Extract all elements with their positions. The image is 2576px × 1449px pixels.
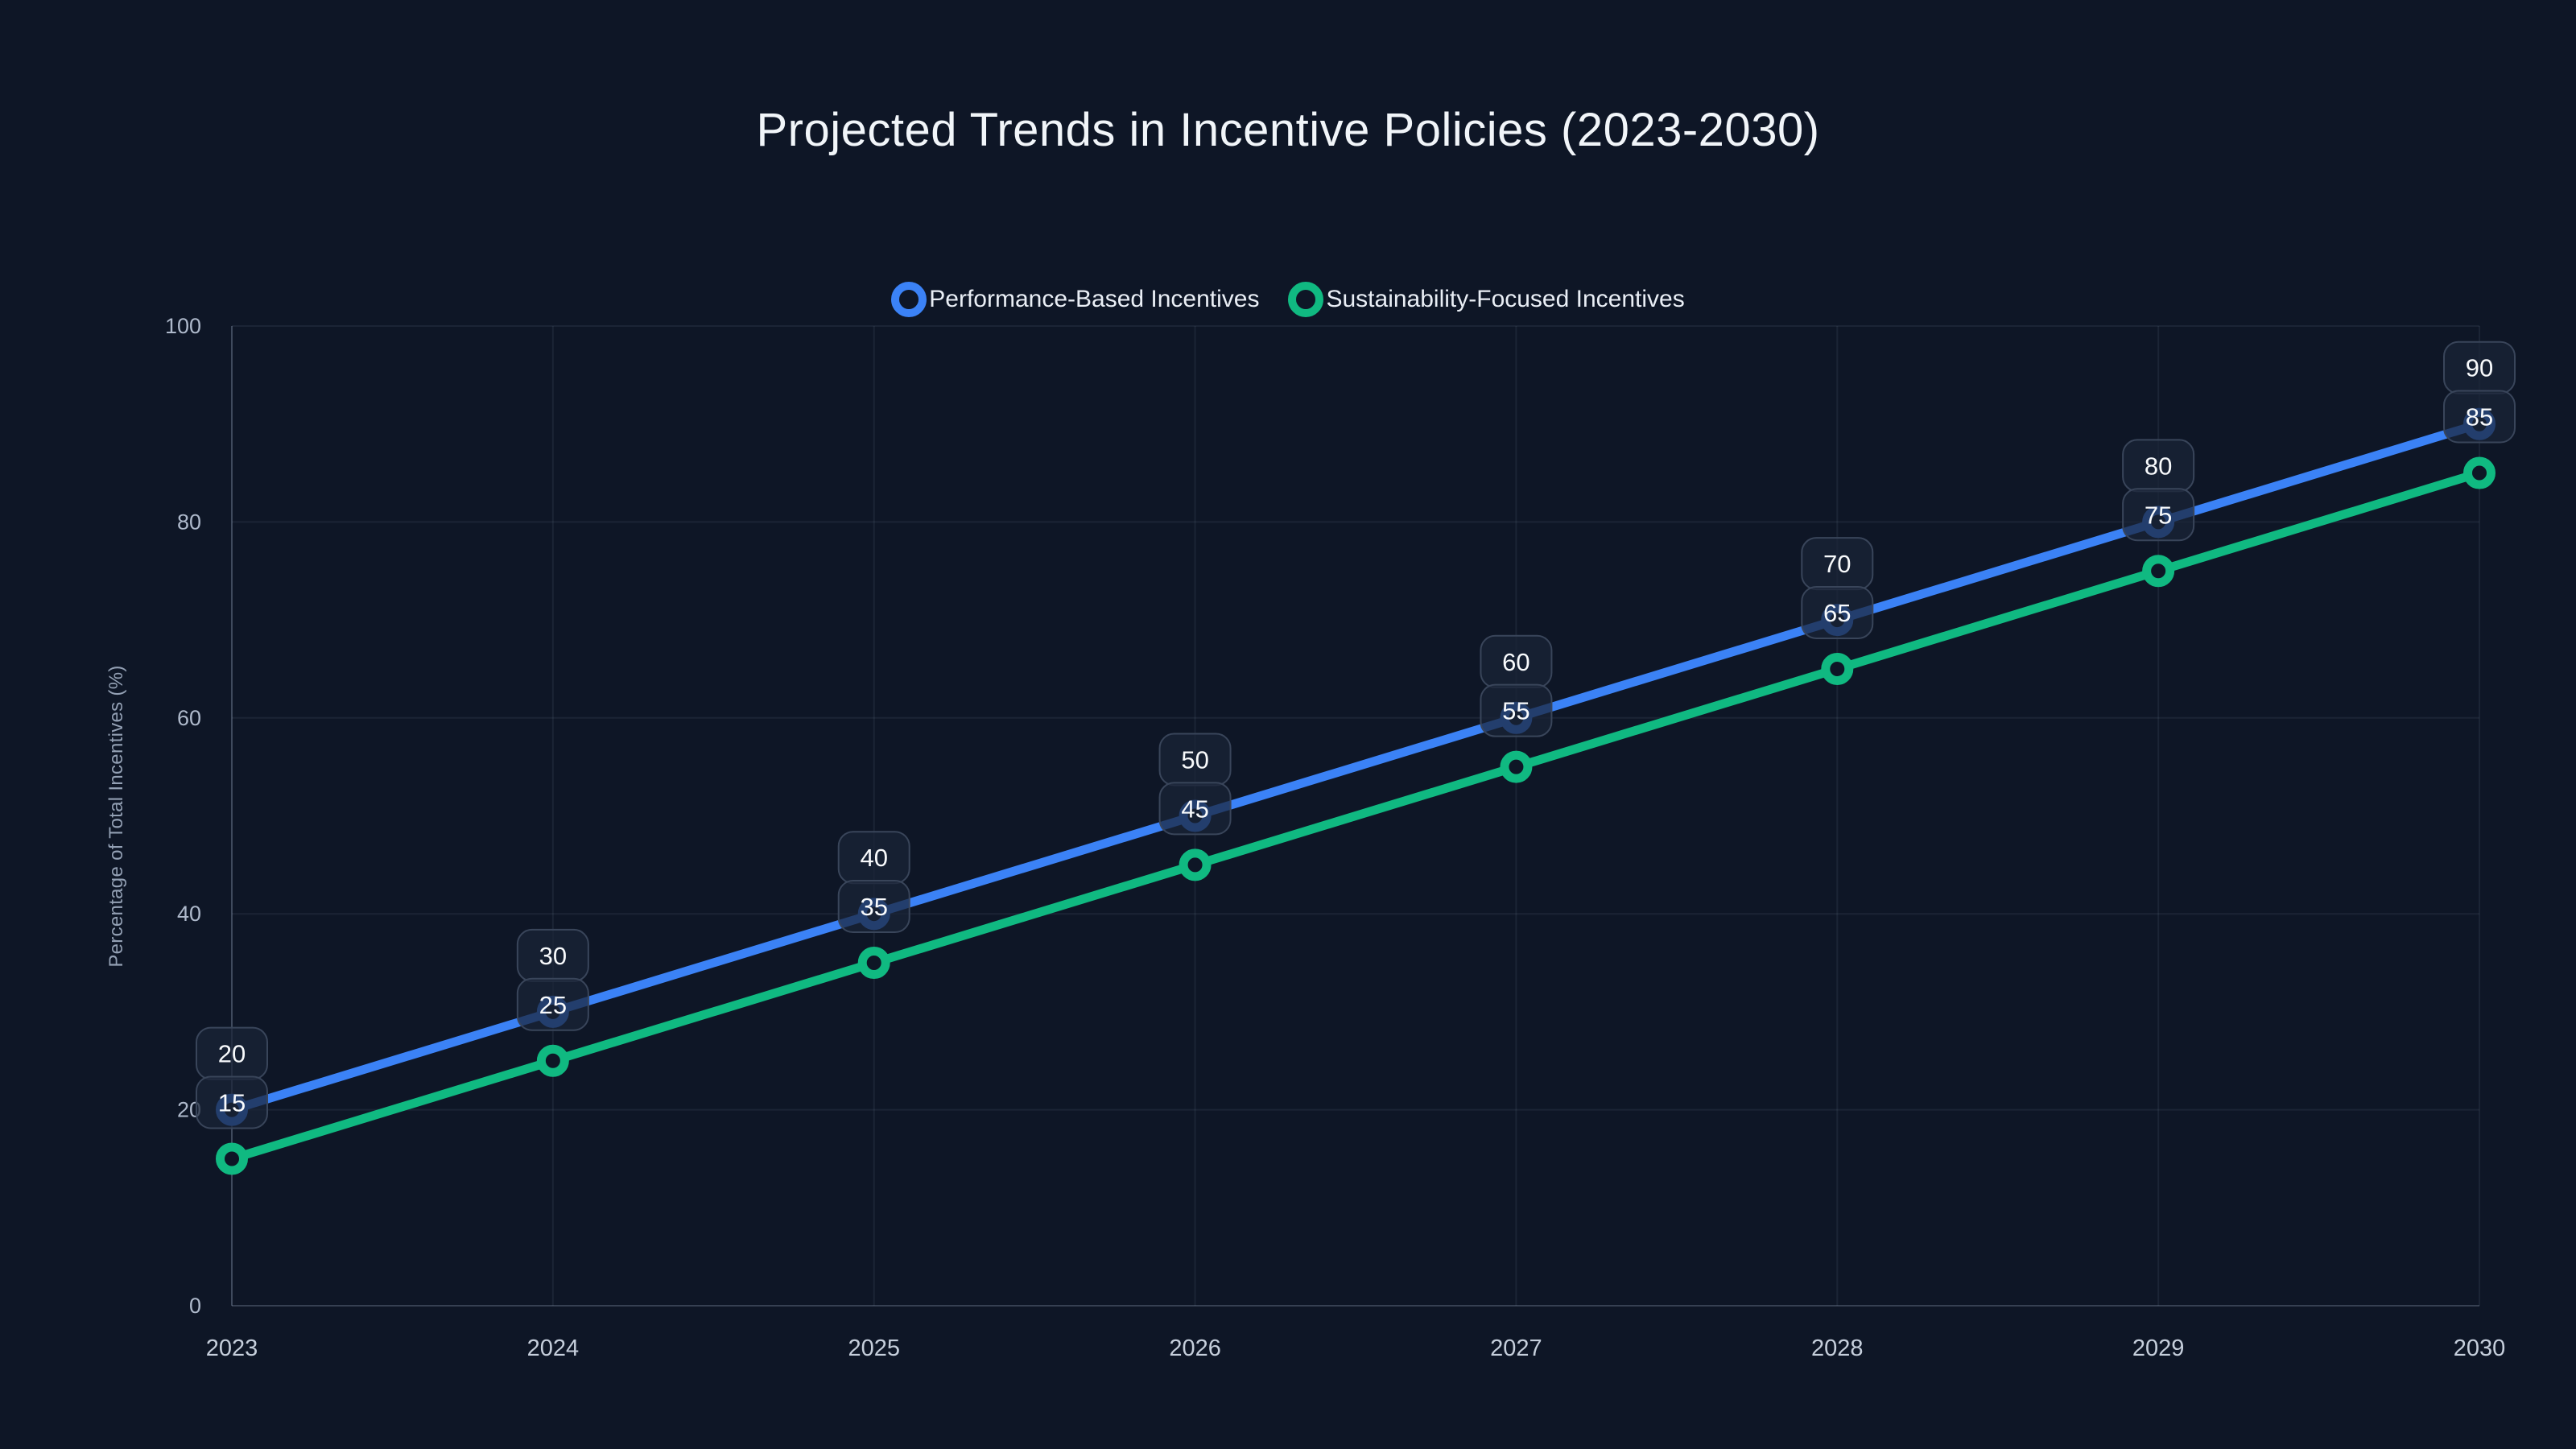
legend-ring-icon <box>891 282 927 317</box>
y-tick-label: 80 <box>177 510 201 534</box>
point-label-badge: 80 <box>2122 439 2195 493</box>
legend-label: Performance-Based Incentives <box>929 286 1260 312</box>
badge-value: 70 <box>1823 550 1851 578</box>
point-label-badge: 55 <box>1480 683 1553 737</box>
badge-background <box>1801 585 1874 639</box>
badge-value: 15 <box>218 1088 246 1117</box>
badge-background <box>1158 782 1232 836</box>
point-label-badge: 75 <box>2122 488 2195 542</box>
legend-item-sustainability[interactable]: Sustainability-Focused Incentives <box>1288 282 1685 317</box>
data-point-marker[interactable] <box>2463 456 2496 489</box>
y-tick-label: 0 <box>189 1294 201 1318</box>
data-point-marker[interactable] <box>536 1044 569 1077</box>
point-label-badge: 40 <box>837 831 910 885</box>
badge-background <box>837 880 910 934</box>
x-tick-label: 2028 <box>1811 1335 1864 1361</box>
data-point-marker[interactable] <box>2142 555 2175 588</box>
badge-background <box>2122 488 2195 542</box>
badge-value: 45 <box>1181 795 1208 823</box>
y-tick-label: 40 <box>177 902 201 926</box>
point-label-badge: 65 <box>1801 585 1874 639</box>
point-label-badge: 25 <box>516 977 589 1031</box>
data-point-marker[interactable] <box>216 1142 248 1175</box>
series-line <box>227 469 2484 1163</box>
legend: Performance-Based Incentives Sustainabil… <box>0 282 2576 317</box>
badge-value: 60 <box>1502 648 1530 676</box>
point-label-badge: 30 <box>516 928 589 982</box>
point-label-badge: 20 <box>196 1026 268 1080</box>
chart-title: Projected Trends in Incentive Policies (… <box>756 104 1820 156</box>
badge-background <box>196 1075 268 1129</box>
badge-value: 50 <box>1181 746 1208 774</box>
point-label-badge: 60 <box>1480 634 1553 688</box>
point-label-badge: 35 <box>837 880 910 934</box>
point-label-badge: 90 <box>2443 341 2516 394</box>
point-label-badge: 85 <box>2443 390 2516 444</box>
badge-value: 55 <box>1502 697 1530 725</box>
x-tick-label: 2023 <box>206 1335 258 1361</box>
x-tick-label: 2026 <box>1169 1335 1221 1361</box>
x-tick-label: 2025 <box>848 1335 900 1361</box>
badge-background <box>2443 390 2516 444</box>
data-point-marker[interactable] <box>1179 848 1212 881</box>
x-tick-label: 2027 <box>1490 1335 1542 1361</box>
point-label-badge: 70 <box>1801 537 1874 591</box>
data-point-marker[interactable] <box>1821 652 1854 685</box>
badge-value: 85 <box>2466 403 2493 431</box>
point-label-badge: 15 <box>196 1075 268 1129</box>
y-tick-label: 100 <box>165 314 201 338</box>
legend-ring-icon <box>1288 282 1324 317</box>
grid <box>231 325 2480 1306</box>
badge-value: 80 <box>2145 452 2172 480</box>
series-line <box>227 419 2484 1115</box>
badge-value: 90 <box>2466 354 2493 382</box>
y-tick-label: 60 <box>177 706 201 730</box>
badge-value: 35 <box>860 893 887 921</box>
point-label-badge: 50 <box>1158 733 1232 786</box>
badge-value: 20 <box>218 1040 246 1068</box>
x-tick-label: 2029 <box>2132 1335 2185 1361</box>
data-point-marker[interactable] <box>857 947 890 980</box>
badge-value: 40 <box>860 844 887 872</box>
x-tick-label: 2024 <box>527 1335 580 1361</box>
badge-value: 65 <box>1823 599 1851 627</box>
point-label-badge: 45 <box>1158 782 1232 836</box>
badge-background <box>516 977 589 1031</box>
badge-value: 75 <box>2145 501 2172 529</box>
legend-label: Sustainability-Focused Incentives <box>1326 286 1685 312</box>
badge-value: 30 <box>539 942 567 970</box>
badge-value: 25 <box>539 991 567 1019</box>
x-tick-label: 2030 <box>2454 1335 2506 1361</box>
badge-background <box>1480 683 1553 737</box>
data-point-marker[interactable] <box>1500 750 1533 783</box>
legend-item-performance[interactable]: Performance-Based Incentives <box>891 282 1259 317</box>
